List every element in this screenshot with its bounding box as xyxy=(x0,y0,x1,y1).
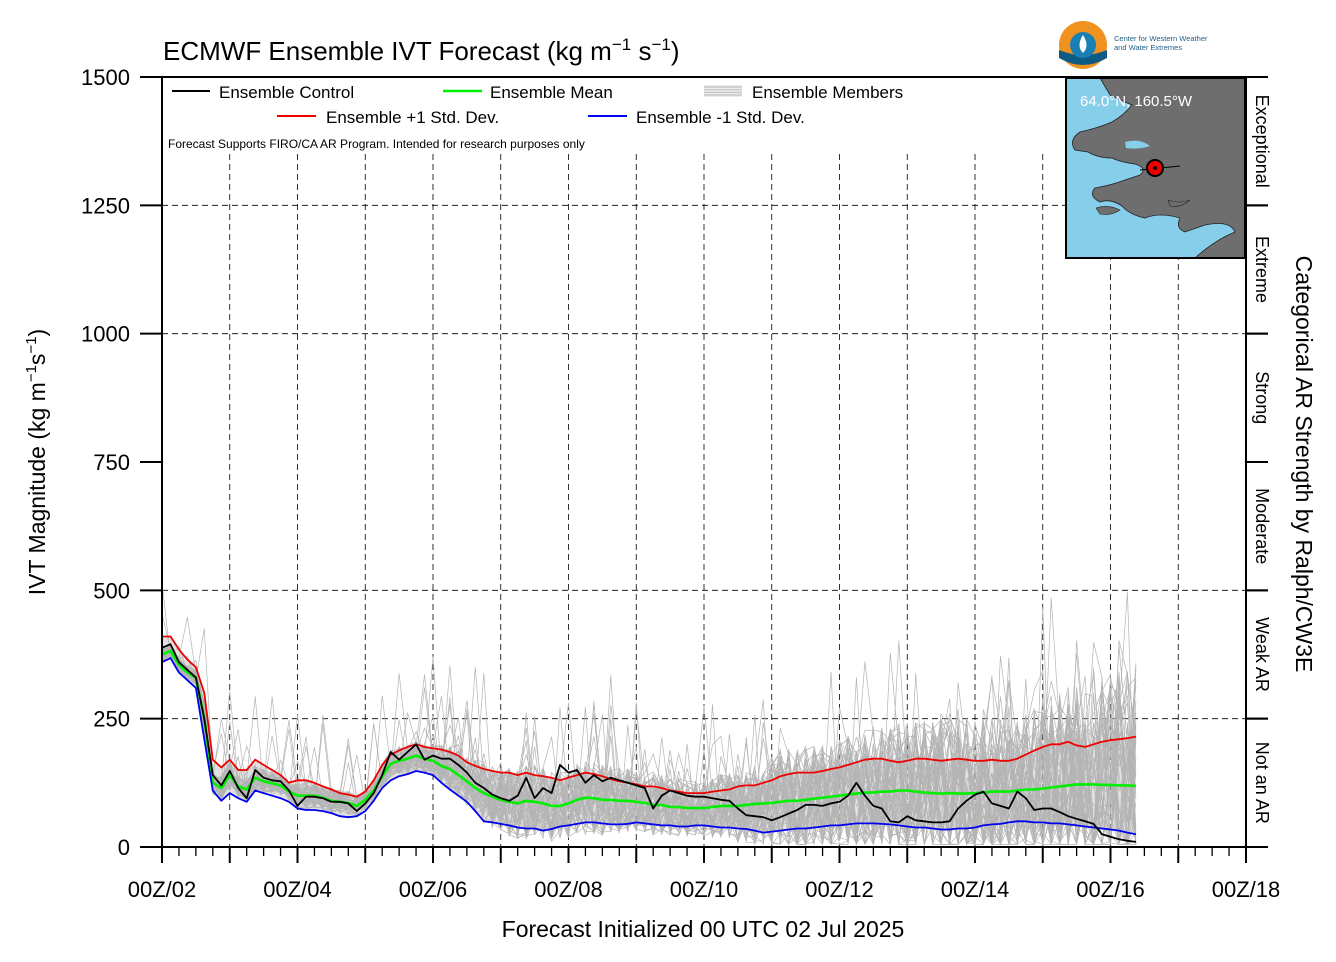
right-axis-title: Categorical AR Strength by Ralph/CW3E xyxy=(1291,256,1317,673)
y-tick-label: 0 xyxy=(118,835,130,860)
category-axis: Not an AR Weak AR Moderate Strong Extreme Exc… xyxy=(1245,76,1272,848)
logo-org-line2: and Water Extremes xyxy=(1114,43,1182,52)
ensemble-member-line xyxy=(161,652,1137,846)
x-tick-label: 00Z/14 xyxy=(941,877,1010,902)
category-label: Exceptional xyxy=(1252,95,1272,188)
legend-label: Ensemble +1 Std. Dev. xyxy=(326,108,499,127)
legend: Ensemble Control Ensemble Mean Ensemble Me… xyxy=(172,83,903,127)
x-tick-label: 00Z/12 xyxy=(805,877,874,902)
ensemble-member-line xyxy=(161,617,1137,845)
inset-bay xyxy=(1125,140,1150,149)
grid-lines xyxy=(162,154,1246,847)
chart-title: ECMWF Ensemble IVT Forecast (kg m−1 s−1) xyxy=(163,35,680,66)
cw3e-logo: Center for Western Weather and Water Ext… xyxy=(1059,21,1208,69)
category-label: Moderate xyxy=(1252,488,1272,564)
inset-map: 64.0°N, 160.5°W xyxy=(1065,77,1246,259)
x-tick-label: 00Z/18 xyxy=(1212,877,1281,902)
ensemble-member-line xyxy=(161,649,1137,845)
inset-island-2 xyxy=(1167,199,1191,207)
category-label: Not an AR xyxy=(1252,742,1272,824)
logo-org-line1: Center for Western Weather xyxy=(1114,34,1208,43)
x-axis-title: Forecast Initialized 00 UTC 02 Jul 2025 xyxy=(502,916,905,942)
x-tick-label: 00Z/04 xyxy=(263,877,332,902)
series-line-ensemble-1-std-dev- xyxy=(161,657,1137,836)
category-label: Extreme xyxy=(1252,236,1272,303)
x-tick-label: 00Z/08 xyxy=(534,877,603,902)
x-tick-label: 00Z/10 xyxy=(670,877,739,902)
legend-label: Ensemble Mean xyxy=(490,83,613,102)
inset-island xyxy=(1095,206,1121,215)
category-label: Weak AR xyxy=(1252,617,1272,692)
y-tick-label: 750 xyxy=(93,450,130,475)
y-tick-label: 1000 xyxy=(81,322,130,347)
legend-label: Ensemble Members xyxy=(752,83,903,102)
axes: 00Z/02 00Z/04 00Z/06 00Z/08 00Z/10 00Z/12 00Z/… xyxy=(81,65,1280,902)
logo-drop-inner-icon xyxy=(1079,35,1087,53)
chart-note: Forecast Supports FIRO/CA AR Program. In… xyxy=(168,137,585,151)
series-lines xyxy=(161,635,1137,843)
ensemble-member-line xyxy=(161,646,1137,846)
y-tick-label: 250 xyxy=(93,707,130,732)
y-tick-label: 1500 xyxy=(81,65,130,90)
series-line-ensemble-control xyxy=(161,643,1137,843)
series-line-ensemble-1-std-dev- xyxy=(162,635,1137,798)
y-axis-title: IVT Magnitude (kg m−1s−1) xyxy=(23,329,50,595)
y-tick-label: 500 xyxy=(93,578,130,603)
category-label: Strong xyxy=(1252,371,1272,424)
inset-location-label: 64.0°N, 160.5°W xyxy=(1080,93,1193,110)
ensemble-member-line xyxy=(161,648,1137,846)
x-tick-label: 00Z/16 xyxy=(1076,877,1145,902)
ensemble-member-lines xyxy=(161,582,1137,846)
y-tick-label: 1250 xyxy=(81,193,130,218)
legend-label: Ensemble -1 Std. Dev. xyxy=(636,108,805,127)
location-marker-dot-icon xyxy=(1153,166,1157,170)
x-tick-label: 00Z/02 xyxy=(128,877,197,902)
x-tick-label: 00Z/06 xyxy=(399,877,468,902)
legend-label: Ensemble Control xyxy=(219,83,354,102)
